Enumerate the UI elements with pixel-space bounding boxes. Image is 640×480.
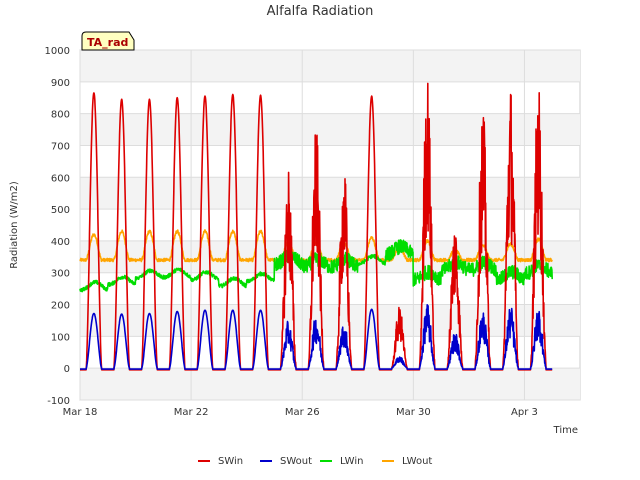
x-tick-label: Mar 26	[285, 407, 320, 418]
y-tick-label: -100	[47, 396, 70, 407]
grid-band	[80, 304, 580, 337]
x-axis-title: Time	[553, 425, 578, 436]
grid-band	[80, 113, 580, 146]
grid-band	[80, 368, 580, 400]
y-tick-label: 200	[51, 301, 70, 312]
legend-label-lwout: LWout	[402, 456, 432, 467]
grid-band	[80, 50, 580, 82]
y-tick-label: 700	[51, 141, 70, 152]
y-tick-label: 1000	[45, 46, 70, 57]
series-line-swout	[79, 304, 553, 370]
x-tick-label: Apr 3	[511, 407, 538, 418]
y-tick-label: 800	[51, 110, 70, 121]
legend-label-swout: SWout	[280, 456, 312, 467]
y-tick-label: 600	[51, 173, 70, 184]
x-tick-label: Mar 18	[63, 407, 98, 418]
y-axis: -100 0 100 200 300 400 500 600 700 800 900 1000	[45, 46, 70, 407]
x-tick-label: Mar 22	[174, 407, 209, 418]
y-tick-label: 0	[64, 364, 70, 375]
y-tick-label: 100	[51, 332, 70, 343]
plot-background	[79, 49, 581, 401]
series-line-lwin	[79, 239, 553, 293]
legend: SWin SWout LWin LWout	[198, 456, 432, 467]
series-lines	[79, 82, 553, 371]
x-tick-label: Mar 30	[396, 407, 431, 418]
tag-label: TA_rad	[87, 36, 128, 49]
y-tick-label: 500	[51, 205, 70, 216]
y-tick-label: 900	[51, 78, 70, 89]
y-axis-title: Radiation (W/m2)	[9, 181, 20, 269]
chart-title: Alfalfa Radiation	[267, 4, 374, 19]
x-axis: Mar 18 Mar 22 Mar 26 Mar 30 Apr 3	[63, 407, 538, 418]
legend-label-swin: SWin	[218, 456, 243, 467]
grid-band	[80, 177, 580, 210]
grid-bands	[80, 50, 580, 400]
y-tick-label: 300	[51, 269, 70, 280]
grid-lines	[79, 49, 580, 401]
legend-label-lwin: LWin	[340, 456, 363, 467]
tag-box: TA_rad	[81, 31, 135, 51]
y-tick-label: 400	[51, 237, 70, 248]
